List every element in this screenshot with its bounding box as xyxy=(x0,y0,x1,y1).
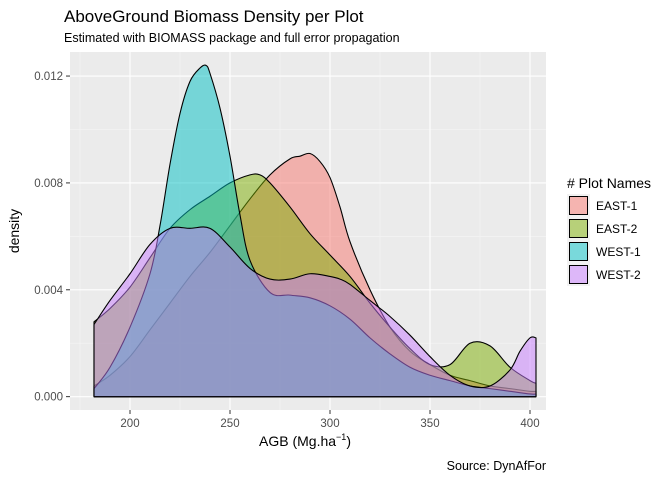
y-axis-label: density xyxy=(6,209,22,253)
x-axis-label: AGB (Mg.ha−1) xyxy=(259,432,351,449)
legend-title: # Plot Names xyxy=(567,175,651,191)
legend-label-east-1: EAST-1 xyxy=(596,199,638,213)
legend: # Plot Names EAST-1 EAST-2 WEST-1 WEST-2 xyxy=(567,175,651,286)
legend-swatch-east-2 xyxy=(569,219,588,238)
density-areas xyxy=(93,64,537,398)
x-tick-label: 350 xyxy=(420,418,439,430)
x-tick-label: 250 xyxy=(220,418,239,430)
y-tick-label: 0.008 xyxy=(34,178,63,190)
legend-label-east-2: EAST-2 xyxy=(596,222,638,236)
y-axis-ticks: 0.000 0.004 0.008 0.012 xyxy=(34,71,70,404)
x-axis-ticks: 200 250 300 350 400 xyxy=(120,410,540,430)
legend-swatch-east-1 xyxy=(569,196,588,215)
y-tick-label: 0.012 xyxy=(34,71,63,83)
density-area-west-2 xyxy=(93,226,537,398)
chart-caption: Source: DynAfFor xyxy=(447,459,546,473)
x-tick-label: 300 xyxy=(320,418,339,430)
chart-title: AboveGround Biomass Density per Plot xyxy=(64,7,364,26)
x-tick-label: 400 xyxy=(520,418,539,430)
legend-label-west-1: WEST-1 xyxy=(596,245,641,259)
legend-swatch-west-2 xyxy=(569,265,588,284)
legend-label-west-2: WEST-2 xyxy=(596,268,641,282)
y-tick-label: 0.004 xyxy=(34,285,63,297)
y-tick-label: 0.000 xyxy=(34,392,63,404)
legend-swatch-west-1 xyxy=(569,242,588,261)
chart-subtitle: Estimated with BIOMASS package and full … xyxy=(64,31,400,45)
x-tick-label: 200 xyxy=(120,418,139,430)
